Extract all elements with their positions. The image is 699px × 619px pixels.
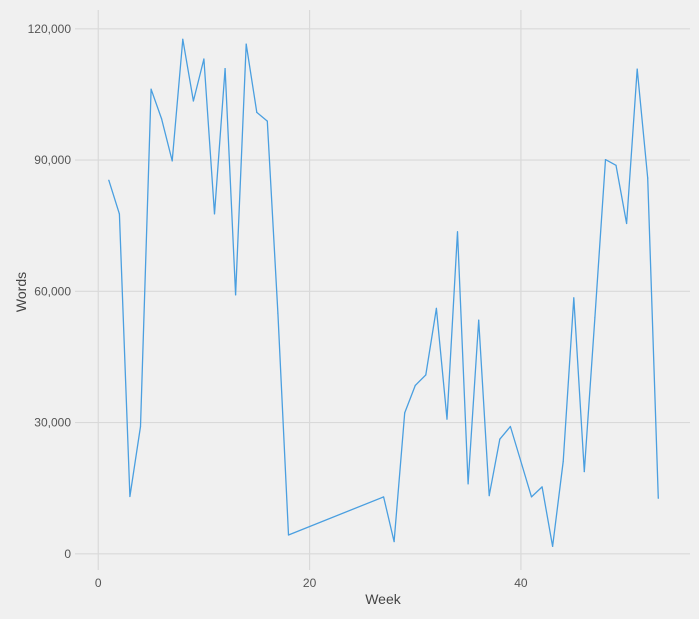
data-point	[129, 495, 131, 498]
data-point	[583, 470, 585, 473]
data-point	[393, 540, 395, 543]
y-tick-label: 90,000	[34, 153, 71, 167]
y-tick-label: 0	[64, 547, 71, 561]
data-point	[615, 164, 617, 166]
data-point	[446, 418, 448, 420]
data-point	[562, 460, 564, 463]
data-point	[647, 177, 649, 179]
data-point	[657, 497, 659, 499]
data-point	[182, 38, 184, 40]
data-point	[203, 58, 205, 60]
data-point	[277, 312, 279, 314]
data-point	[108, 179, 110, 181]
data-point	[224, 68, 226, 70]
data-point	[287, 534, 290, 536]
data-point	[604, 159, 607, 161]
data-point	[456, 231, 459, 233]
data-point	[245, 43, 247, 45]
series-line	[108, 38, 659, 548]
data-point	[435, 307, 437, 309]
data-point	[488, 495, 490, 497]
data-point	[235, 294, 237, 296]
data-point	[404, 412, 406, 414]
data-point	[414, 384, 416, 386]
x-tick-label: 40	[514, 576, 528, 590]
data-point	[552, 545, 554, 547]
y-tick-label: 60,000	[34, 284, 71, 298]
tick-labels: 0 30,000 60,000 90,000 120,000 0 20 40	[28, 22, 528, 590]
data-point	[213, 213, 216, 215]
y-tick-label: 120,000	[28, 22, 72, 36]
data-point	[594, 316, 596, 319]
data-point	[499, 438, 501, 440]
data-point	[266, 120, 268, 122]
y-tick-label: 30,000	[34, 416, 71, 430]
x-tick-label: 20	[303, 576, 317, 590]
data-point	[118, 213, 120, 215]
data-point	[478, 319, 480, 321]
y-axis-label: Words	[13, 272, 29, 312]
data-point	[573, 297, 575, 299]
data-point	[530, 496, 533, 498]
data-point	[467, 483, 469, 485]
data-point	[425, 374, 427, 376]
data-point	[625, 222, 628, 225]
data-point	[171, 160, 173, 162]
data-point	[192, 100, 194, 102]
data-point	[161, 118, 163, 120]
data-point	[520, 460, 522, 463]
data-point	[541, 486, 543, 488]
x-axis-label: Week	[365, 591, 402, 607]
series	[108, 38, 659, 548]
data-point	[150, 88, 152, 90]
grid	[75, 10, 690, 570]
data-point	[636, 68, 638, 70]
data-point	[139, 425, 142, 428]
data-point	[382, 496, 385, 498]
x-tick-label: 0	[95, 576, 102, 590]
data-point	[256, 111, 258, 113]
data-point	[509, 425, 511, 428]
